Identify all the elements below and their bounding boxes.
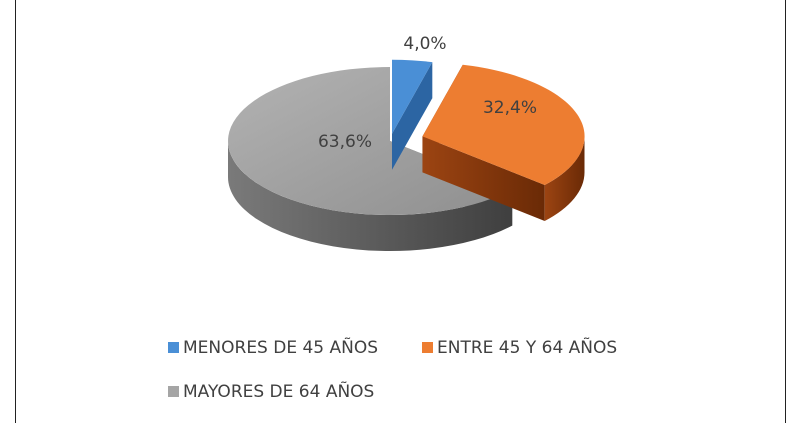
data-label: 32,4% <box>483 98 537 118</box>
legend-swatch <box>168 342 179 353</box>
data-label: 4,0% <box>403 34 446 54</box>
legend-label: ENTRE 45 Y 64 AÑOS <box>437 336 617 358</box>
slice-side <box>544 136 585 221</box>
slice-wall <box>422 136 545 221</box>
legend-label: MENORES DE 45 AÑOS <box>183 336 378 358</box>
slice <box>422 64 585 185</box>
slice-side <box>228 141 513 252</box>
legend-label: MAYORES DE 64 AÑOS <box>183 380 374 402</box>
legend-swatch <box>422 342 433 353</box>
slice-wall <box>392 62 433 170</box>
legend-swatch <box>168 386 179 397</box>
data-label: 63,6% <box>318 132 372 152</box>
slice <box>392 59 433 134</box>
